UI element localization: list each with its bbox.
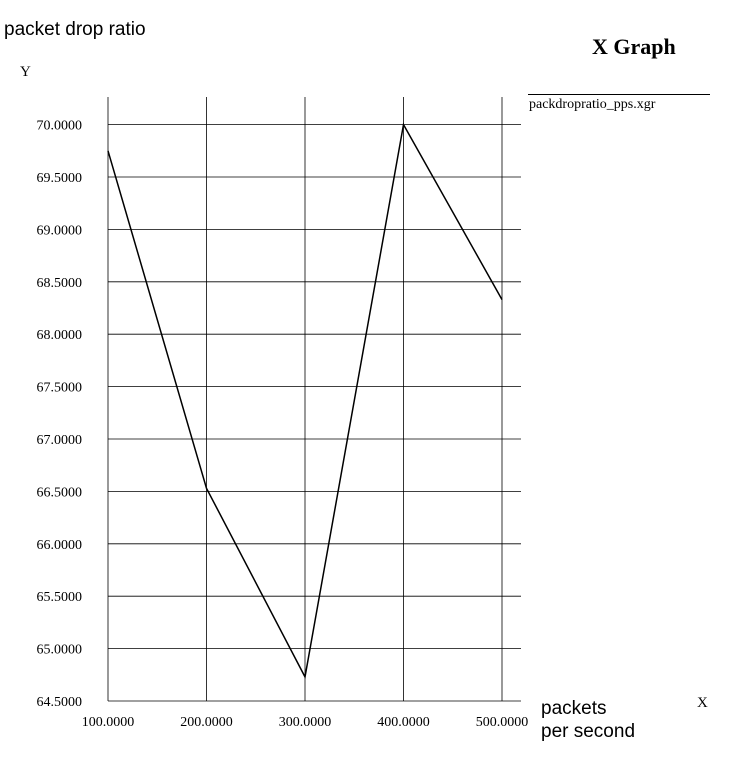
chart-title: packet drop ratio [4, 19, 146, 40]
y-axis-name: Y [20, 64, 31, 80]
window-title: X Graph [592, 34, 676, 59]
y-tick-label: 69.5000 [37, 171, 83, 186]
y-tick-label: 66.0000 [37, 538, 83, 553]
y-tick-label: 66.5000 [37, 485, 83, 500]
y-tick-label: 68.0000 [37, 328, 83, 343]
x-tick-label: 400.0000 [377, 715, 430, 730]
x-tick-label: 100.0000 [82, 715, 135, 730]
x-tick-label: 500.0000 [476, 715, 529, 730]
y-tick-label: 64.5000 [37, 695, 83, 710]
y-tick-label: 65.5000 [37, 590, 83, 605]
x-tick-label: 300.0000 [279, 715, 332, 730]
legend-series-label: packdropratio_pps.xgr [529, 97, 656, 112]
y-tick-label: 70.0000 [37, 119, 83, 134]
y-tick-label: 67.5000 [37, 381, 83, 396]
x-axis-name: X [697, 695, 708, 711]
y-tick-label: 67.0000 [37, 433, 83, 448]
legend-line [528, 94, 710, 95]
y-tick-label: 68.5000 [37, 276, 83, 291]
y-tick-label: 65.0000 [37, 643, 83, 658]
x-axis-label: packets per second [541, 698, 636, 742]
x-tick-label: 200.0000 [180, 715, 233, 730]
y-tick-label: 69.0000 [37, 223, 83, 238]
